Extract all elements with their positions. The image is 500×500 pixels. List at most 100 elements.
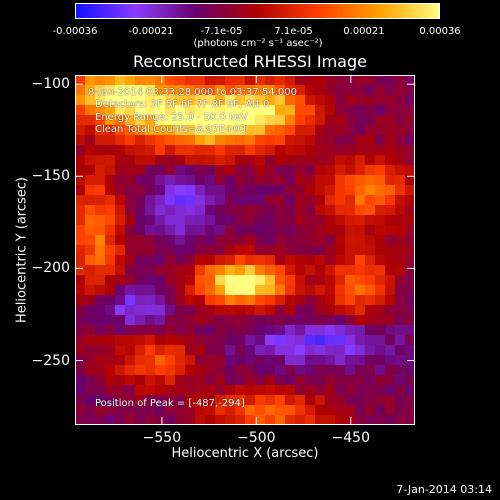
heatmap-cell xyxy=(255,365,266,376)
heatmap-cell xyxy=(375,365,386,376)
heatmap-cell xyxy=(135,285,146,296)
heatmap-cell xyxy=(85,115,96,126)
heatmap-cell xyxy=(365,245,376,256)
heatmap-cell xyxy=(195,255,206,266)
heatmap-cell xyxy=(155,325,166,336)
heatmap-cell xyxy=(225,385,236,396)
heatmap-cell xyxy=(315,295,326,306)
heatmap-cell xyxy=(315,335,326,346)
heatmap-cell xyxy=(325,245,336,256)
heatmap-cell xyxy=(355,135,366,146)
heatmap-cell xyxy=(165,115,176,126)
heatmap-cell xyxy=(155,145,166,156)
heatmap-cell xyxy=(205,195,216,206)
heatmap-cell xyxy=(345,415,356,425)
heatmap-cell xyxy=(335,355,346,366)
heatmap-cell xyxy=(245,405,256,416)
heatmap-cell xyxy=(215,385,226,396)
heatmap-cell xyxy=(275,165,286,176)
heatmap-cell xyxy=(305,145,316,156)
heatmap-cell xyxy=(125,235,136,246)
heatmap-cell xyxy=(395,285,406,296)
heatmap-cell xyxy=(345,255,356,266)
heatmap-cell xyxy=(315,215,326,226)
heatmap-cell xyxy=(355,125,366,136)
heatmap-cell xyxy=(85,315,96,326)
heatmap-cell xyxy=(155,275,166,286)
heatmap-cell xyxy=(305,415,316,425)
heatmap-cell xyxy=(395,225,406,236)
heatmap-cell xyxy=(385,205,396,216)
heatmap-cell xyxy=(345,245,356,256)
heatmap-cell xyxy=(275,415,286,425)
heatmap-cell xyxy=(125,195,136,206)
heatmap-cell xyxy=(135,355,146,366)
heatmap-cell xyxy=(135,345,146,356)
heatmap-cell xyxy=(105,375,116,386)
heatmap-cell xyxy=(155,215,166,226)
heatmap-cell xyxy=(135,255,146,266)
heatmap-cell xyxy=(355,255,366,266)
heatmap-cell xyxy=(225,415,236,425)
heatmap-cell xyxy=(195,365,206,376)
heatmap-cell xyxy=(325,305,336,316)
heatmap-cell xyxy=(315,225,326,236)
heatmap-cell xyxy=(355,155,366,166)
heatmap-cell xyxy=(325,265,336,276)
heatmap-cell xyxy=(155,295,166,306)
heatmap-cell xyxy=(265,325,276,336)
heatmap-cell xyxy=(145,85,156,96)
heatmap-cell xyxy=(385,355,396,366)
heatmap-cell xyxy=(295,245,306,256)
heatmap-cell xyxy=(205,245,216,256)
heatmap-cell xyxy=(155,175,166,186)
heatmap-cell xyxy=(375,395,386,406)
heatmap-cell xyxy=(75,315,86,326)
heatmap-cell xyxy=(285,75,296,86)
heatmap-cell xyxy=(185,365,196,376)
heatmap-cell xyxy=(175,195,186,206)
heatmap-cell xyxy=(75,185,86,196)
heatmap-cell xyxy=(235,415,246,425)
heatmap-cell xyxy=(125,335,136,346)
heatmap-cell xyxy=(235,335,246,346)
heatmap-cell xyxy=(315,255,326,266)
heatmap-cell xyxy=(275,395,286,406)
heatmap-cell xyxy=(165,305,176,316)
heatmap-cell xyxy=(315,395,326,406)
heatmap-cell xyxy=(85,345,96,356)
chart-title: Reconstructed RHESSI Image xyxy=(133,52,367,71)
heatmap-cell xyxy=(285,115,296,126)
heatmap-cell xyxy=(105,195,116,206)
heatmap-cell xyxy=(215,305,226,316)
heatmap-cell xyxy=(275,185,286,196)
heatmap-cell xyxy=(345,325,356,336)
heatmap-cell xyxy=(405,215,415,226)
heatmap-cell xyxy=(295,75,306,86)
heatmap-cell xyxy=(315,315,326,326)
heatmap-cell xyxy=(355,215,366,226)
heatmap-cell xyxy=(325,365,336,376)
heatmap-cell xyxy=(355,195,366,206)
heatmap-cell xyxy=(185,125,196,136)
heatmap-cell xyxy=(175,175,186,186)
heatmap-cell xyxy=(195,235,206,246)
heatmap-cell xyxy=(385,415,396,425)
heatmap-cell xyxy=(265,175,276,186)
heatmap-cell xyxy=(325,285,336,296)
heatmap-cell xyxy=(345,145,356,156)
heatmap-cell xyxy=(235,255,246,266)
heatmap-cell xyxy=(145,275,156,286)
heatmap-cell xyxy=(155,335,166,346)
heatmap-cell xyxy=(225,335,236,346)
heatmap-cell xyxy=(125,155,136,166)
heatmap-cell xyxy=(245,315,256,326)
heatmap-cell xyxy=(265,95,276,106)
heatmap-cell xyxy=(345,195,356,206)
heatmap-cell xyxy=(355,415,366,425)
heatmap-cell xyxy=(75,145,86,156)
heatmap-cell xyxy=(145,415,156,425)
heatmap-cell xyxy=(85,125,96,136)
heatmap-cell xyxy=(75,325,86,336)
heatmap-cell xyxy=(105,285,116,296)
